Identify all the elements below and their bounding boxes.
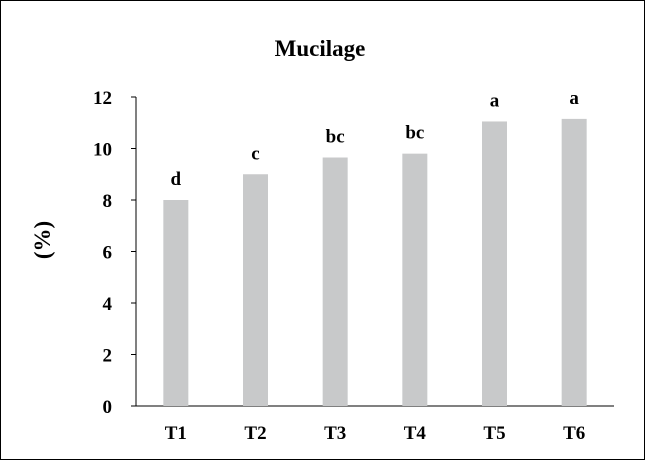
y-tick-label: 12 [93, 88, 112, 109]
x-tick-label: T5 [483, 423, 505, 444]
bar-t3 [322, 157, 348, 406]
bar-t1 [163, 200, 189, 406]
y-tick-label: 0 [103, 397, 113, 418]
bar-t2 [243, 174, 268, 406]
chart-title: Mucilage [275, 36, 366, 61]
y-tick-label: 8 [103, 191, 113, 212]
data-label: a [490, 90, 500, 111]
y-axis-label: (%) [30, 221, 55, 259]
x-tick-label: T6 [563, 423, 585, 444]
data-label: c [251, 143, 259, 164]
plot-area: 0 2 4 6 8 10 12 T1 d T2 c T3 bc T4 bc T5 a T6 a [93, 88, 614, 444]
data-label: bc [405, 123, 424, 144]
data-label: d [171, 169, 182, 190]
x-tick-label: T3 [324, 423, 346, 444]
y-tick-label: 2 [103, 346, 113, 367]
data-label: a [569, 88, 579, 109]
y-tick-label: 10 [93, 140, 112, 161]
bar-t6 [561, 118, 587, 406]
bar-t5 [482, 121, 507, 407]
y-tick-label: 6 [103, 243, 113, 264]
data-label: bc [326, 127, 345, 148]
y-tick-label: 4 [103, 294, 113, 315]
bar-t4 [402, 153, 428, 406]
x-tick-label: T4 [404, 423, 427, 444]
x-tick-label: T1 [165, 423, 187, 444]
x-tick-label: T2 [244, 423, 266, 444]
